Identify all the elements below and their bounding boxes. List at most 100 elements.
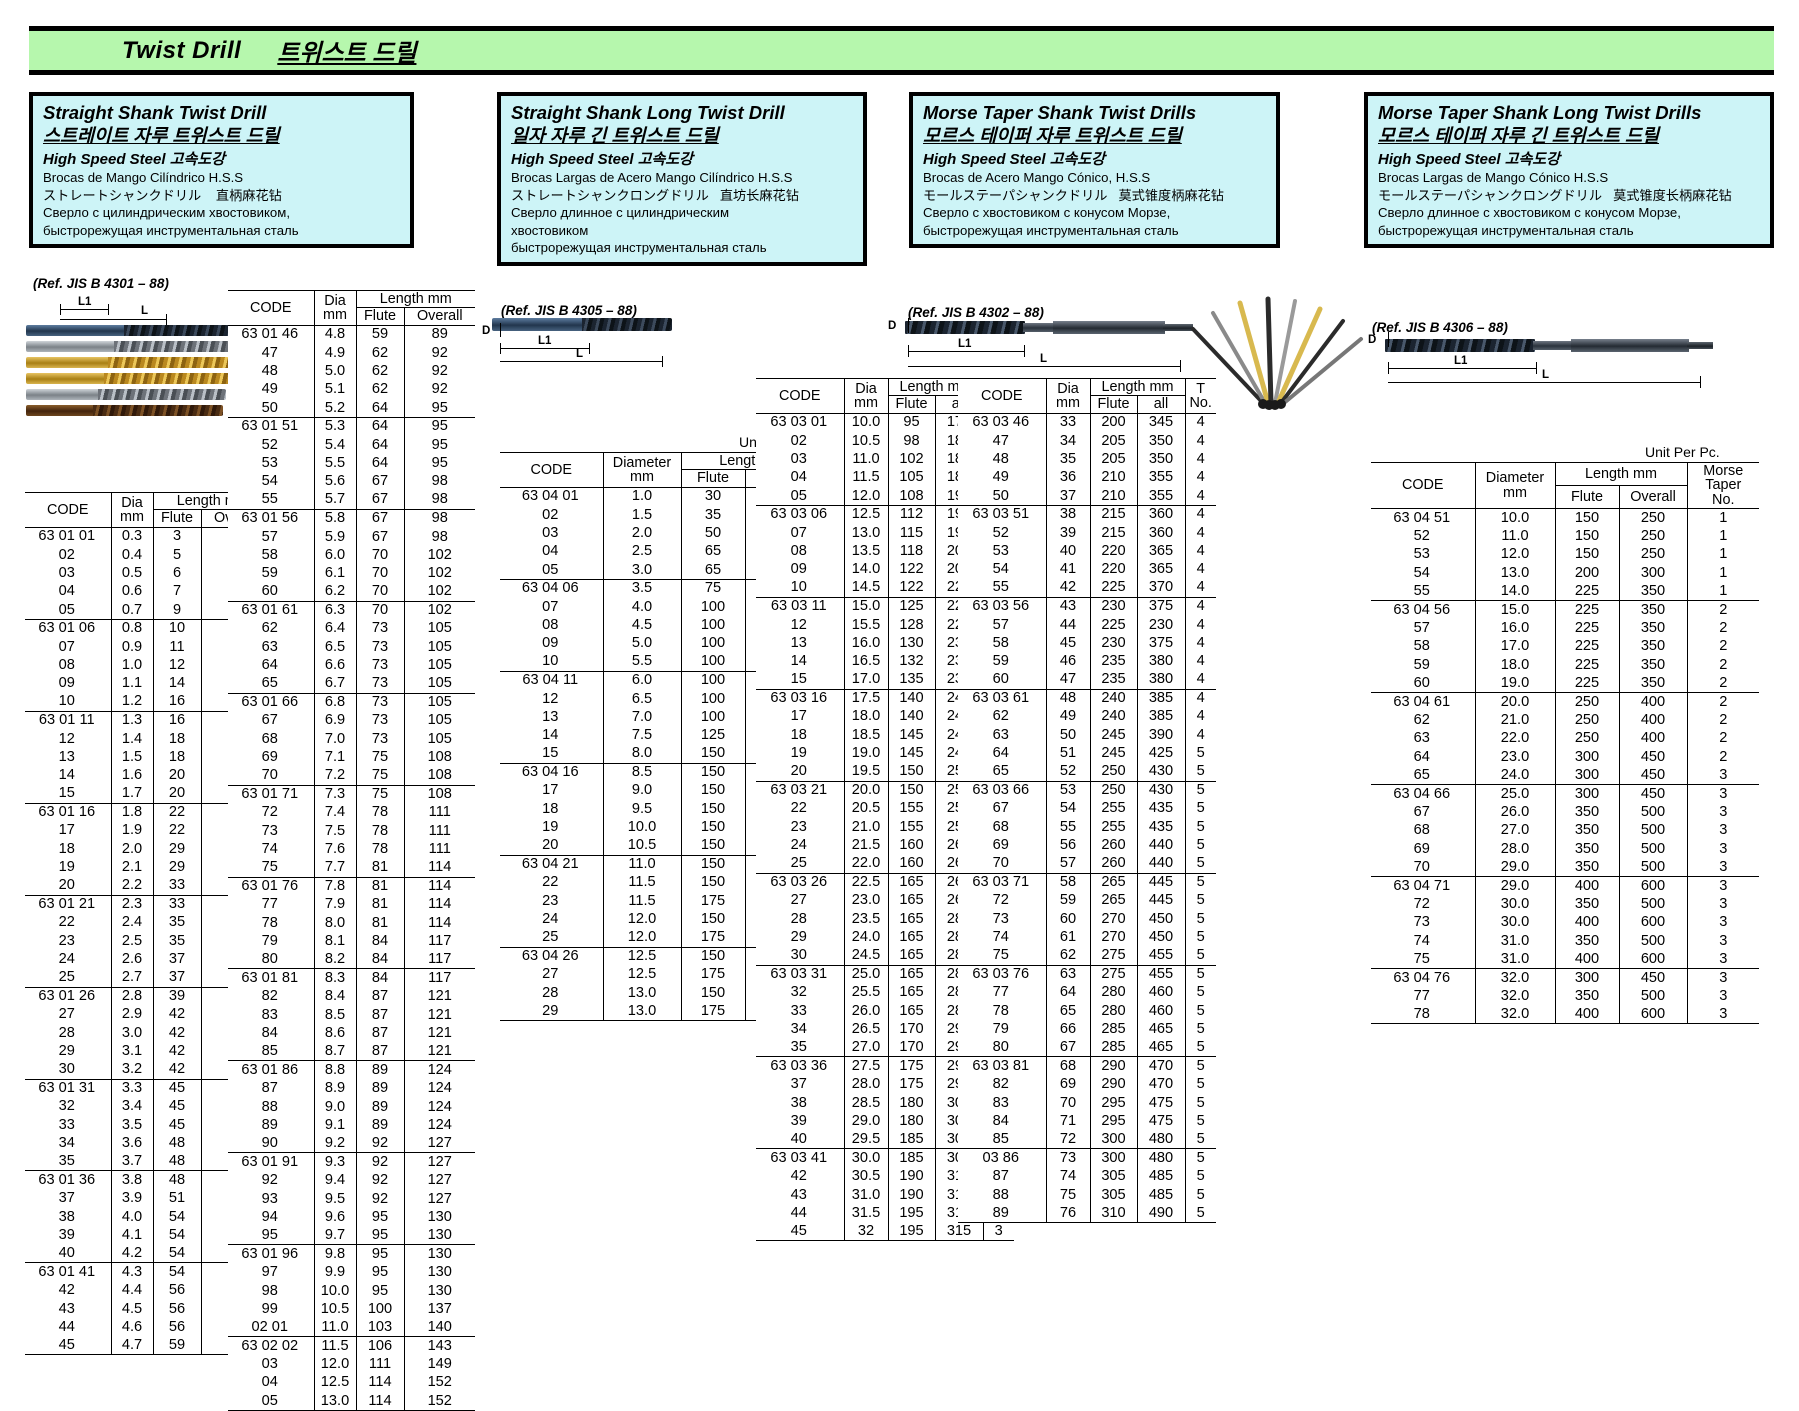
table-row[interactable]: 053.065125 bbox=[500, 560, 829, 580]
table-row[interactable]: 75 7.7 81 114 bbox=[228, 858, 475, 878]
table-row[interactable]: 80 67 285 465 5 bbox=[958, 1038, 1216, 1057]
table-row[interactable]: 64 6.6 73 105 bbox=[228, 656, 475, 675]
table-row[interactable]: 87 74 305 485 5 bbox=[958, 1167, 1216, 1186]
table-row[interactable]: 65 24.0 300 450 3 bbox=[1371, 766, 1759, 785]
table-row[interactable]: 68 7.0 73 105 bbox=[228, 729, 475, 749]
table-row[interactable]: 53 5.5 64 95 bbox=[228, 454, 475, 473]
table-row[interactable]: 63 03 51 38 215 360 4 bbox=[958, 504, 1216, 524]
table-row[interactable]: 68 55 255 435 5 bbox=[958, 817, 1216, 837]
table-row[interactable]: 72 30.0 350 500 3 bbox=[1371, 894, 1759, 914]
table-row[interactable]: 59 18.0 225 350 2 bbox=[1371, 655, 1759, 675]
table-row[interactable]: 63 50 245 390 4 bbox=[958, 725, 1216, 745]
table-row[interactable]: 48 5.0 62 92 bbox=[228, 362, 475, 381]
table-row[interactable]: 88 75 305 485 5 bbox=[958, 1185, 1216, 1205]
table-row[interactable]: 63 01 56 5.8 67 98 bbox=[228, 508, 475, 528]
table-row[interactable]: 63 03 66 53 250 430 5 bbox=[958, 780, 1216, 800]
table-row[interactable]: 333.54573 bbox=[25, 1115, 272, 1135]
table-row[interactable]: 084.5100200 bbox=[500, 616, 829, 635]
table-row[interactable]: 57 5.9 67 98 bbox=[228, 527, 475, 546]
table-row[interactable]: 53 12.0 150 250 1 bbox=[1371, 545, 1759, 564]
table-row[interactable]: 82 69 290 470 5 bbox=[958, 1075, 1216, 1094]
table-row[interactable]: 50 5.2 64 95 bbox=[228, 398, 475, 418]
table-row[interactable]: 84 71 295 475 5 bbox=[958, 1112, 1216, 1131]
table-row[interactable]: 78 65 280 460 5 bbox=[958, 1001, 1216, 1021]
table-row[interactable]: 126.5100200 bbox=[500, 689, 829, 708]
table-row[interactable]: 75 62 275 455 5 bbox=[958, 946, 1216, 966]
table-row[interactable]: 53 40 220 365 4 bbox=[958, 542, 1216, 561]
table-row[interactable]: 60 6.2 70 102 bbox=[228, 582, 475, 602]
table-row[interactable]: 92 9.4 92 127 bbox=[228, 1171, 475, 1190]
table-row[interactable]: 63 01 66 6.8 73 105 bbox=[228, 692, 475, 712]
table-row[interactable]: 75 31.0 400 600 3 bbox=[1371, 950, 1759, 969]
table-row[interactable]: 131.51840 bbox=[25, 748, 272, 767]
table-row[interactable]: 04 12.5 114 152 bbox=[228, 1373, 475, 1392]
table-row[interactable]: 67 26.0 350 500 3 bbox=[1371, 802, 1759, 822]
table-row[interactable]: 88 9.0 89 124 bbox=[228, 1097, 475, 1117]
table-row[interactable]: 57 16.0 225 350 2 bbox=[1371, 619, 1759, 638]
table-row[interactable]: 373.95179 bbox=[25, 1189, 272, 1208]
table-row[interactable]: 050.7928 bbox=[25, 600, 272, 620]
table-row[interactable]: 58 17.0 225 350 2 bbox=[1371, 637, 1759, 656]
table-row[interactable]: 63 04 66 25.0 300 450 3 bbox=[1371, 784, 1759, 803]
table-row[interactable]: 73 30.0 400 600 3 bbox=[1371, 913, 1759, 932]
table-row[interactable]: 151.72043 bbox=[25, 784, 272, 804]
table-row[interactable]: 73 7.5 78 111 bbox=[228, 821, 475, 841]
table-row[interactable]: 63 03 56 43 230 375 4 bbox=[958, 596, 1216, 616]
table-row[interactable]: 72 59 265 445 5 bbox=[958, 891, 1216, 910]
table-row[interactable]: 50 37 210 355 4 bbox=[958, 486, 1216, 506]
table-row[interactable]: 192.12955 bbox=[25, 858, 272, 877]
table-row[interactable]: 70 29.0 350 500 3 bbox=[1371, 858, 1759, 877]
table-row[interactable]: 90 9.2 92 127 bbox=[228, 1134, 475, 1153]
table-row[interactable]: 62 6.4 73 105 bbox=[228, 619, 475, 638]
table-row[interactable]: 032.050100 bbox=[500, 524, 829, 543]
table-row[interactable]: 87 8.9 89 124 bbox=[228, 1079, 475, 1098]
table-row[interactable]: 63 04 51 10.0 150 250 1 bbox=[1371, 508, 1759, 528]
table-row[interactable]: 424.45686 bbox=[25, 1281, 272, 1300]
table-row[interactable]: 63 01 363.84876 bbox=[25, 1170, 272, 1190]
table-row[interactable]: 63 22.0 250 400 2 bbox=[1371, 729, 1759, 748]
table-row[interactable]: 99 10.5 100 137 bbox=[228, 1300, 475, 1319]
table-row[interactable]: 59 46 235 380 4 bbox=[958, 652, 1216, 671]
table-row[interactable]: 63 6.5 73 105 bbox=[228, 637, 475, 657]
table-row[interactable]: 93 9.5 92 127 bbox=[228, 1189, 475, 1209]
table-row[interactable]: 89 76 310 490 5 bbox=[958, 1204, 1216, 1224]
table-row[interactable]: 77 64 280 460 5 bbox=[958, 983, 1216, 1002]
table-row[interactable]: 47 34 205 350 4 bbox=[958, 431, 1216, 451]
table-row[interactable]: 73 60 270 450 5 bbox=[958, 909, 1216, 929]
table-row[interactable]: 80 8.2 84 117 bbox=[228, 950, 475, 969]
table-row[interactable]: 72 7.4 78 111 bbox=[228, 803, 475, 822]
table-row[interactable]: 45 32 195 315 3 bbox=[756, 1222, 1014, 1242]
table-row[interactable]: 63 01 71 7.3 75 108 bbox=[228, 784, 475, 804]
table-row[interactable]: 79 66 285 465 5 bbox=[958, 1020, 1216, 1039]
table-row[interactable]: 68 27.0 350 500 3 bbox=[1371, 821, 1759, 840]
table-row[interactable]: 394.15483 bbox=[25, 1226, 272, 1245]
table-row[interactable]: 54 41 220 365 4 bbox=[958, 560, 1216, 579]
table-row[interactable]: 65 6.7 73 105 bbox=[228, 674, 475, 694]
table-row[interactable]: 98 10.0 95 130 bbox=[228, 1281, 475, 1301]
table-row[interactable]: 105.5100200 bbox=[500, 652, 829, 672]
table-row[interactable]: 63 02 02 11.5 106 143 bbox=[228, 1336, 475, 1356]
table-row[interactable]: 95 9.7 95 130 bbox=[228, 1226, 475, 1245]
table-row[interactable]: 83 70 295 475 5 bbox=[958, 1093, 1216, 1113]
table-row[interactable]: 47 4.9 62 92 bbox=[228, 343, 475, 363]
table-row[interactable]: 021.53575 bbox=[500, 505, 829, 525]
table-row[interactable]: 63 01 46 4.8 59 89 bbox=[228, 324, 475, 344]
table-row[interactable]: 63 03 61 48 240 385 4 bbox=[958, 688, 1216, 708]
table-row[interactable]: 63 01 76 7.8 81 114 bbox=[228, 876, 475, 896]
table-row[interactable]: 02 01 11.0 103 140 bbox=[228, 1318, 475, 1337]
table-row[interactable]: 78 32.0 400 600 3 bbox=[1371, 1005, 1759, 1025]
table-row[interactable]: 63 04 61 20.0 250 400 2 bbox=[1371, 692, 1759, 712]
table-row[interactable]: 343.64876 bbox=[25, 1134, 272, 1153]
table-row[interactable]: 74 31.0 350 500 3 bbox=[1371, 931, 1759, 951]
table-row[interactable]: 85 72 300 480 5 bbox=[958, 1130, 1216, 1149]
